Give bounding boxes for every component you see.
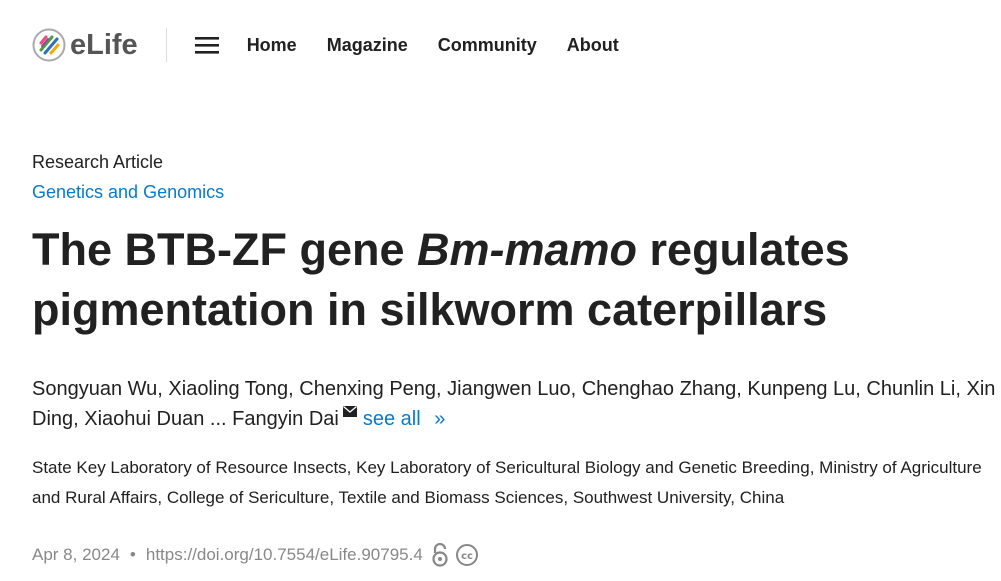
author-link[interactable]: Kunpeng Lu, <box>747 378 861 400</box>
pub-date: Apr 8, 2024 <box>32 545 120 564</box>
article-meta: Apr 8, 2024 • https://doi.org/10.7554/eL… <box>32 543 479 567</box>
subject-link[interactable]: Genetics and Genomics <box>32 182 225 202</box>
cc-icon: cc <box>455 544 478 566</box>
site-header: eLife Home Magazine Community About <box>32 24 649 66</box>
email-icon[interactable] <box>342 406 357 417</box>
separator: • <box>129 545 136 564</box>
nav-link[interactable]: Community <box>437 34 537 55</box>
title-text: The BTB-ZF gene <box>32 224 417 275</box>
author-link[interactable]: Songyuan Wu, <box>32 378 163 400</box>
author-list: Songyuan Wu, Xiaoling Tong, Chenxing Pen… <box>32 374 997 434</box>
title-text: regulates pigmentation in silkworm cater… <box>32 224 850 335</box>
see-all-arrow: » <box>434 408 446 430</box>
author-link[interactable]: Chunlin Li, <box>866 378 961 400</box>
see-all-link[interactable]: see all » <box>363 408 446 430</box>
author-link[interactable]: Chenxing Peng, <box>299 378 442 400</box>
author-link[interactable]: Fangyin Dai <box>232 408 339 430</box>
logo-icon <box>32 28 66 62</box>
article-type: Research Article <box>32 152 164 172</box>
open-access-icon <box>432 543 448 567</box>
article-title: The BTB-ZF gene Bm-mamo regulates pigmen… <box>32 220 932 340</box>
logo-text: eLife <box>70 28 138 61</box>
author-link[interactable]: Xin Ding, <box>32 378 996 430</box>
nav-link[interactable]: About <box>566 34 619 55</box>
author-link[interactable]: ... <box>209 408 227 430</box>
author-link[interactable]: Xiaoling Tong, <box>168 378 294 400</box>
author-link[interactable]: Chenghao Zhang, <box>581 378 742 400</box>
title-italic: Bm-mamo <box>416 224 638 275</box>
affiliation: State Key Laboratory of Resource Insects… <box>32 458 982 507</box>
doi-link[interactable]: https://doi.org/10.7554/eLife.90795.4 <box>145 545 423 564</box>
nav-link[interactable]: Magazine <box>326 34 408 55</box>
logo[interactable]: eLife <box>32 28 138 62</box>
svg-text:cc: cc <box>461 551 473 562</box>
menu-button[interactable] <box>194 36 219 54</box>
author-link[interactable]: Xiaohui Duan <box>84 408 205 430</box>
see-all-text: see all <box>362 408 421 430</box>
nav-link[interactable]: Home <box>246 34 297 55</box>
divider <box>165 28 167 62</box>
author-link[interactable]: Jiangwen Luo, <box>447 378 577 400</box>
